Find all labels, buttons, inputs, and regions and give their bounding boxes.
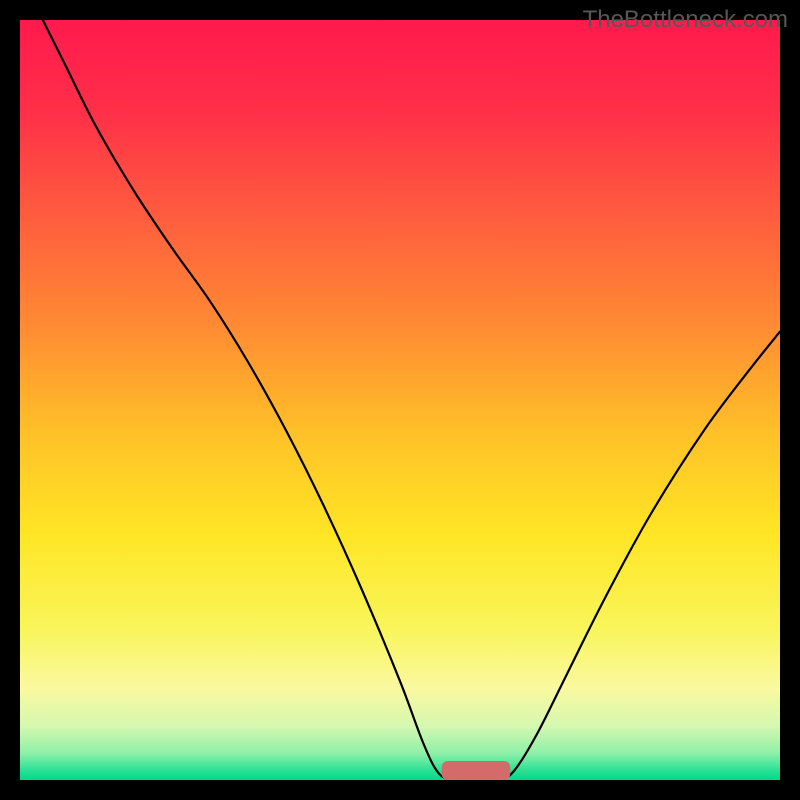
watermark-text: TheBottleneck.com [583,6,788,34]
bottleneck-chart: TheBottleneck.com [0,0,800,800]
chart-plot-background [20,20,780,780]
chart-svg [0,0,800,800]
valley-marker [442,761,510,780]
